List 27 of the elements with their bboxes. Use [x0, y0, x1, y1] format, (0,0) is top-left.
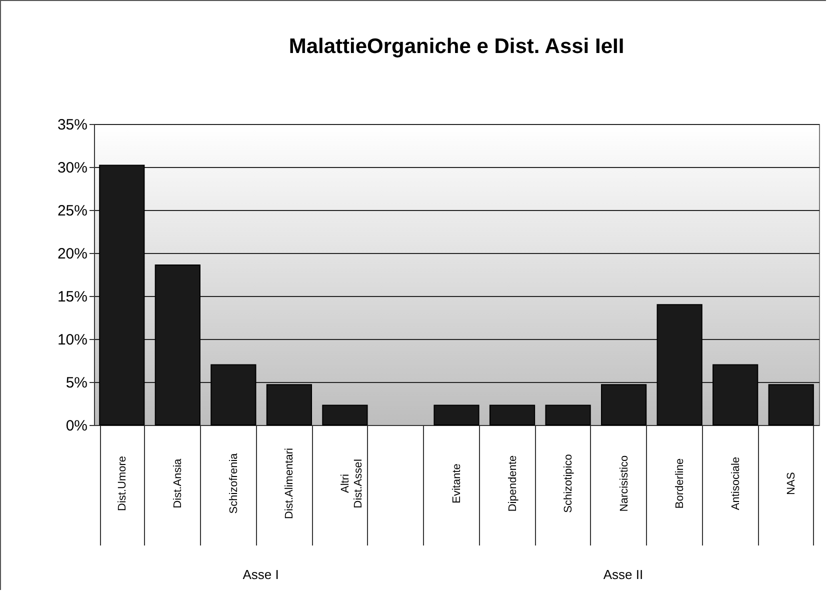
- x-tick-label: Evitante: [451, 464, 463, 504]
- x-tick-label: Dist.Alimentari: [284, 448, 296, 519]
- x-tick-label: Schizofrenia: [228, 452, 240, 514]
- x-tick-label: Dist.Ansia: [172, 458, 184, 508]
- bar: [434, 404, 480, 426]
- y-tick-label: 15%: [57, 288, 88, 306]
- bar: [489, 404, 536, 426]
- x-tick-label: Narcisistico: [618, 455, 630, 512]
- y-tick-label: 10%: [57, 332, 88, 348]
- x-tick-label: Borderline: [674, 458, 686, 509]
- x-tick-label: Altri Dist.AsseI: [339, 458, 364, 508]
- text: Asse II: [603, 567, 644, 582]
- y-tick-label: 20%: [57, 246, 88, 262]
- y-tick-label: 5%: [66, 374, 88, 392]
- y-tick-label: 25%: [57, 202, 88, 220]
- x-tick-label: Dipendente: [506, 455, 519, 512]
- chart-title: MalattieOrganiche e Dist. Assi IeII: [288, 35, 624, 58]
- y-tick-label: 0%: [66, 418, 88, 434]
- x-tick-label: Schizotipico: [562, 454, 575, 513]
- y-tick-label: 30%: [57, 160, 88, 176]
- y-tick-label: 35%: [57, 116, 88, 134]
- bar: [545, 404, 591, 426]
- text: Asse I: [242, 567, 279, 582]
- x-tick-label: NAS: [786, 472, 798, 495]
- x-tick-label: Antisociale: [730, 456, 742, 510]
- bar: [322, 404, 368, 426]
- x-tick-label: Dist.Umore: [116, 456, 128, 512]
